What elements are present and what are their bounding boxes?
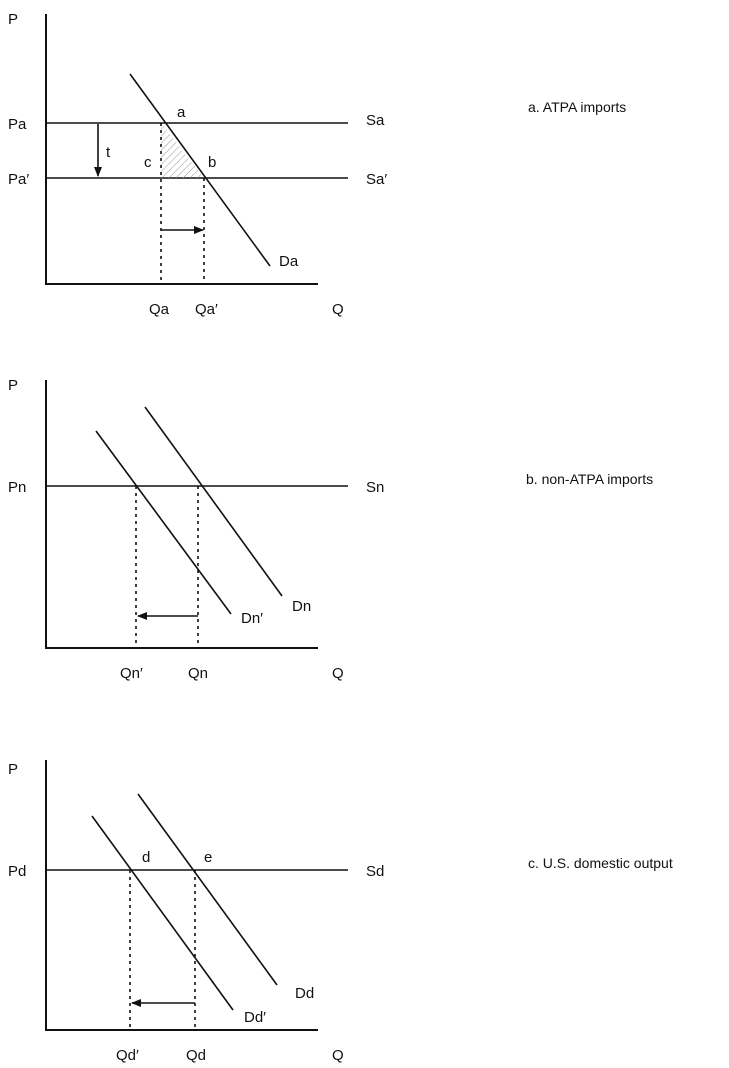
panel-a-y-axis-label: P bbox=[8, 11, 18, 28]
price-label-pa: Pa bbox=[8, 116, 27, 133]
panel-c-axes bbox=[45, 760, 318, 1031]
panel-a: P Q Pa Pa′ Sa Sa′ Da Qa Qa′ a b c t a. A… bbox=[8, 11, 626, 318]
panel-a-axes bbox=[45, 14, 318, 285]
hatched-triangle-abc bbox=[161, 123, 204, 178]
demand-line-dn bbox=[144, 406, 283, 597]
quantity-label-qa: Qa bbox=[149, 301, 170, 318]
demand-label-dn-prime: Dn′ bbox=[241, 610, 263, 627]
tariff-label-t: t bbox=[106, 144, 111, 161]
supply-label-sa-prime: Sa′ bbox=[366, 171, 387, 188]
panel-b-x-axis-label: Q bbox=[332, 665, 344, 682]
supply-label-sn: Sn bbox=[366, 479, 384, 496]
point-label-e: e bbox=[204, 849, 212, 866]
panel-b: P Q Pn Sn Dn′ Dn Qn′ Qn b. non-ATPA impo… bbox=[8, 377, 653, 682]
panel-a-x-axis-label: Q bbox=[332, 301, 344, 318]
demand-label-da: Da bbox=[279, 253, 299, 270]
panel-c-x-axis-label: Q bbox=[332, 1047, 344, 1064]
panel-b-y-axis-label: P bbox=[8, 377, 18, 394]
price-label-pn: Pn bbox=[8, 479, 26, 496]
demand-label-dd-prime: Dd′ bbox=[244, 1009, 266, 1026]
quantity-label-qa-prime: Qa′ bbox=[195, 301, 218, 318]
quantity-label-qn: Qn bbox=[188, 665, 208, 682]
price-label-pd: Pd bbox=[8, 863, 26, 880]
quantity-label-qd-prime: Qd′ bbox=[116, 1047, 139, 1064]
panel-b-axes bbox=[45, 380, 318, 649]
panel-c-y-axis-label: P bbox=[8, 761, 18, 778]
demand-line-dd bbox=[137, 793, 278, 986]
demand-line-dd-prime bbox=[91, 815, 234, 1011]
point-label-c: c bbox=[144, 154, 152, 171]
panel-c-caption: c. U.S. domestic output bbox=[528, 855, 673, 871]
point-label-a: a bbox=[177, 104, 186, 121]
quantity-label-qd: Qd bbox=[186, 1047, 206, 1064]
demand-label-dn: Dn bbox=[292, 598, 311, 615]
panel-c: P Q Pd Sd Dd Dd′ Qd′ Qd d e c. U.S. dome… bbox=[8, 760, 673, 1064]
supply-label-sa: Sa bbox=[366, 112, 385, 129]
point-label-d: d bbox=[142, 849, 150, 866]
supply-label-sd: Sd bbox=[366, 863, 384, 880]
demand-line-dn-prime bbox=[95, 430, 232, 615]
quantity-label-qn-prime: Qn′ bbox=[120, 665, 143, 682]
point-label-b: b bbox=[208, 154, 216, 171]
panel-a-caption: a. ATPA imports bbox=[528, 99, 626, 115]
panel-b-caption: b. non-ATPA imports bbox=[526, 471, 653, 487]
demand-label-dd: Dd bbox=[295, 985, 314, 1002]
price-label-pa-prime: Pa′ bbox=[8, 171, 29, 188]
demand-line-da bbox=[129, 73, 271, 267]
